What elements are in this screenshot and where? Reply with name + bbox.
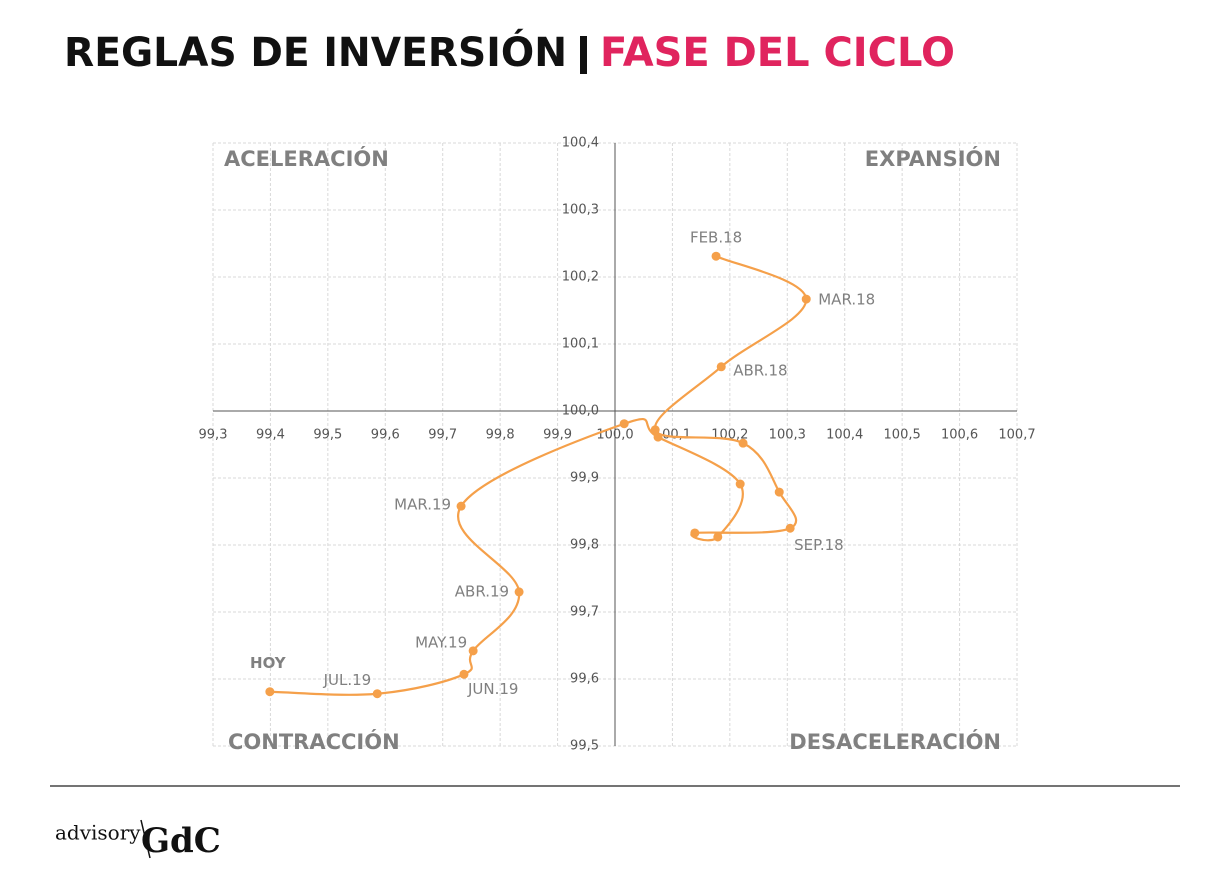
point <box>456 501 466 511</box>
y-tick-label: 100,0 <box>562 404 599 419</box>
quadrant-label: CONTRACCIÓN <box>228 729 400 754</box>
title-separator <box>580 36 587 74</box>
point-label: SEP.18 <box>794 536 844 554</box>
point-label: HOY <box>250 654 287 672</box>
point <box>690 528 700 538</box>
point <box>785 523 795 533</box>
x-tick-label: 100,5 <box>884 428 921 443</box>
x-tick-label: 99,9 <box>543 428 572 443</box>
y-tick-label: 99,8 <box>570 538 599 553</box>
point-label: JUL.19 <box>323 671 372 689</box>
y-tick-label: 100,4 <box>562 136 599 151</box>
point-label: FEB.18 <box>690 229 742 247</box>
point <box>653 432 663 442</box>
y-tick-label: 100,1 <box>562 337 599 352</box>
point <box>735 479 745 489</box>
point-label: ABR.18 <box>733 361 787 379</box>
point <box>716 362 726 372</box>
quadrant-label: EXPANSIÓN <box>865 146 1001 171</box>
x-tick-label: 100,4 <box>826 428 863 443</box>
x-tick-label: 99,7 <box>428 428 457 443</box>
y-tick-label: 100,3 <box>562 203 599 218</box>
point <box>459 669 469 679</box>
line <box>269 255 808 696</box>
plot: 99,3 99,4 99,5 99,6 99,7 99,8 99,9 100,0 100,1 10… <box>199 136 1036 755</box>
point <box>468 646 478 656</box>
x-tick-label: 99,5 <box>313 428 342 443</box>
quadrant-label: ACELERACIÓN <box>224 146 389 171</box>
point-label: MAR.18 <box>818 291 875 309</box>
point <box>774 487 784 497</box>
point-label: ABR.19 <box>455 582 509 600</box>
point <box>514 587 524 597</box>
point <box>619 419 629 429</box>
point <box>265 687 275 697</box>
x-tick-label: 99,6 <box>371 428 400 443</box>
y-tick-label: 99,7 <box>570 605 599 620</box>
point-label: JUN.19 <box>467 680 518 698</box>
y-tick-label: 99,6 <box>570 672 599 687</box>
point <box>738 438 748 448</box>
logo: GdC <box>141 821 221 861</box>
x-tick-label: 99,4 <box>256 428 285 443</box>
x-tick-label: 100,7 <box>998 428 1035 443</box>
quadrant-label: DESACELERACIÓN <box>789 729 1001 754</box>
x-tick-label: 100,3 <box>769 428 806 443</box>
point <box>372 689 382 699</box>
title: REGLAS DE INVERSIÓN <box>64 28 567 76</box>
x-tick-label: 100,6 <box>941 428 978 443</box>
point-label: MAR.19 <box>394 496 451 514</box>
y-tick-label: 99,5 <box>570 739 599 754</box>
point <box>713 532 723 542</box>
logo-slash <box>140 819 151 859</box>
brand: advisory <box>55 821 141 845</box>
point <box>801 294 811 304</box>
y-tick-label: 100,2 <box>562 270 599 285</box>
point-label: MAY.19 <box>415 633 467 651</box>
y-tick-label: 99,9 <box>570 471 599 486</box>
x-tick-label: 99,8 <box>486 428 515 443</box>
x-tick-label: 99,3 <box>199 428 228 443</box>
point <box>650 425 660 435</box>
x-tick-label: 100,0 <box>596 428 633 443</box>
point <box>711 251 721 261</box>
subtitle: FASE DEL CICLO <box>600 30 955 76</box>
